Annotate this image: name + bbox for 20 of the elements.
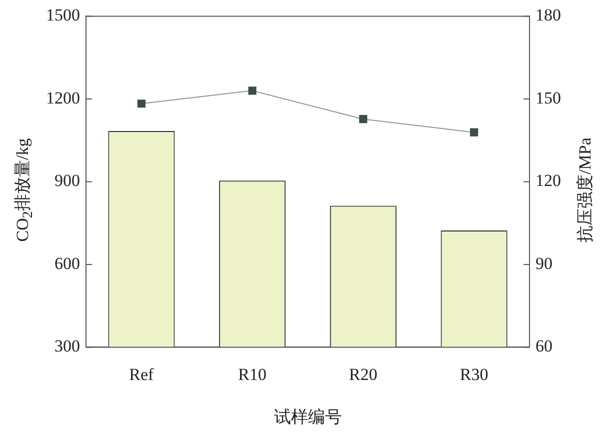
y2-tick-label: 150 [536,88,561,108]
x-tick-label: Ref [129,364,154,384]
x-tick-label: R10 [238,364,266,384]
y2-axis-title: 抗压强度/MPa [574,138,596,242]
y2-tick-label: 90 [536,254,552,273]
x-axis-title: 试样编号 [274,407,342,426]
y2-tick-label: 60 [536,336,552,356]
y-tick-label: 1500 [46,6,80,25]
point [248,86,256,95]
y-tick-label: 600 [54,254,80,273]
x-tick-label: R20 [349,364,378,384]
point [359,115,368,124]
y-tick-label: 300 [54,336,80,356]
point [470,128,478,136]
y2-tick-label: 180 [536,6,561,25]
y2-tick-label: 120 [536,171,561,190]
point [137,100,146,108]
y-tick-label: 900 [54,171,80,190]
y-tick-label: 1200 [46,88,80,108]
x-tick-label: R30 [460,364,488,384]
